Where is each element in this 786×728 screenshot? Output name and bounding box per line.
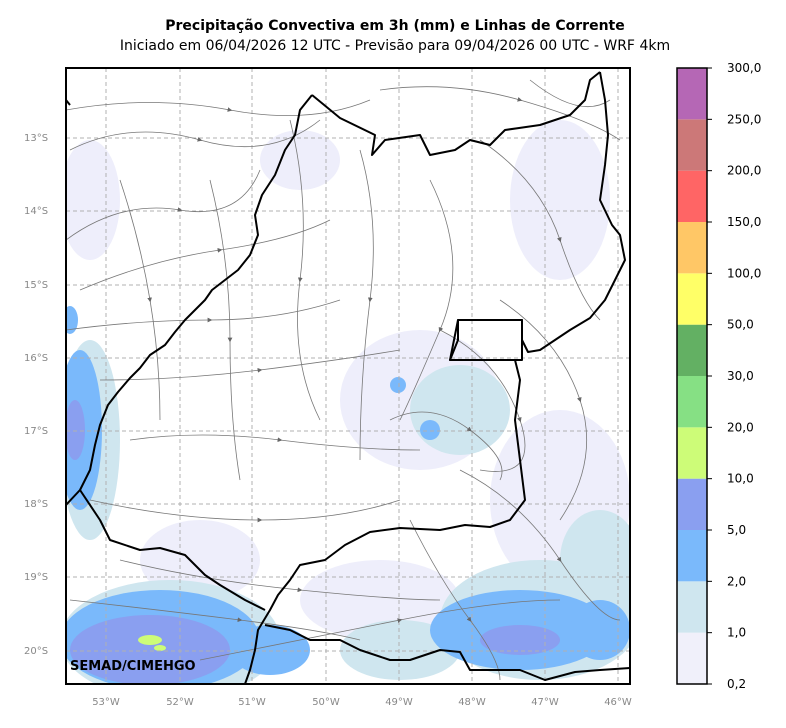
colorbar-segment bbox=[677, 427, 707, 479]
grid-lines bbox=[66, 68, 630, 684]
latitude-labels: 13°S 14°S 15°S 16°S 17°S 18°S 19°S 20°S bbox=[24, 133, 48, 657]
colorbar-segment bbox=[677, 273, 707, 325]
colorbar-segment bbox=[677, 119, 707, 171]
lat-label: 16°S bbox=[24, 353, 48, 364]
colorbar-segment bbox=[677, 530, 707, 582]
colorbar-segment bbox=[677, 170, 707, 222]
colorbar-label: 10,0 bbox=[727, 472, 754, 486]
colorbar-segment bbox=[677, 68, 707, 120]
lon-label: 49°W bbox=[385, 697, 413, 708]
colorbar-label: 30,0 bbox=[727, 369, 754, 383]
map-frame bbox=[65, 67, 631, 685]
colorbar-label: 150,0 bbox=[727, 215, 761, 229]
colorbar-label: 2,0 bbox=[727, 574, 746, 588]
streamlines bbox=[66, 79, 621, 681]
lon-label: 47°W bbox=[531, 697, 559, 708]
map-area bbox=[66, 68, 630, 684]
colorbar-segment bbox=[677, 478, 707, 530]
state-borders bbox=[66, 71, 630, 684]
colorbar-label: 100,0 bbox=[727, 266, 761, 280]
colorbar-segment bbox=[677, 222, 707, 274]
colorbar-segment bbox=[677, 632, 707, 684]
lat-label: 20°S bbox=[24, 646, 48, 657]
lon-label: 51°W bbox=[238, 697, 266, 708]
precipitation-5-10mm bbox=[66, 400, 560, 684]
colorbar-segment bbox=[677, 581, 707, 633]
colorbar-label: 1,0 bbox=[727, 626, 746, 640]
longitude-labels: 53°W 52°W 51°W 50°W 49°W 48°W 47°W 46°W bbox=[92, 697, 632, 708]
lon-label: 53°W bbox=[92, 697, 120, 708]
lat-label: 15°S bbox=[24, 280, 48, 291]
map-subtitle: Iniciado em 06/04/2026 12 UTC - Previsão… bbox=[119, 38, 671, 54]
colorbar-label: 5,0 bbox=[727, 523, 746, 537]
colorbar-label: 20,0 bbox=[727, 420, 754, 434]
lon-label: 50°W bbox=[312, 697, 340, 708]
colorbar: 0,2 1,0 2,0 5,0 10,0 20,0 30,0 50,0 100,0 150,0 20… bbox=[676, 61, 761, 691]
lat-label: 17°S bbox=[24, 426, 48, 437]
lon-label: 52°W bbox=[166, 697, 194, 708]
lat-label: 14°S bbox=[24, 206, 48, 217]
watermark: SEMAD/CIMEHGO bbox=[70, 659, 196, 674]
lat-label: 13°S bbox=[24, 133, 48, 144]
colorbar-label: 300,0 bbox=[727, 61, 761, 75]
precipitation-10-20mm bbox=[138, 635, 166, 651]
map-title: Precipitação Convectiva em 3h (mm) e Lin… bbox=[165, 18, 625, 34]
lon-label: 46°W bbox=[604, 697, 632, 708]
colorbar-segment bbox=[677, 376, 707, 428]
colorbar-label: 250,0 bbox=[727, 112, 761, 126]
lat-label: 19°S bbox=[24, 572, 48, 583]
colorbar-label: 0,2 bbox=[727, 677, 746, 691]
colorbar-label: 50,0 bbox=[727, 318, 754, 332]
colorbar-segment bbox=[677, 324, 707, 376]
lat-label: 18°S bbox=[24, 499, 48, 510]
colorbar-label: 200,0 bbox=[727, 164, 761, 178]
lon-label: 48°W bbox=[458, 697, 486, 708]
